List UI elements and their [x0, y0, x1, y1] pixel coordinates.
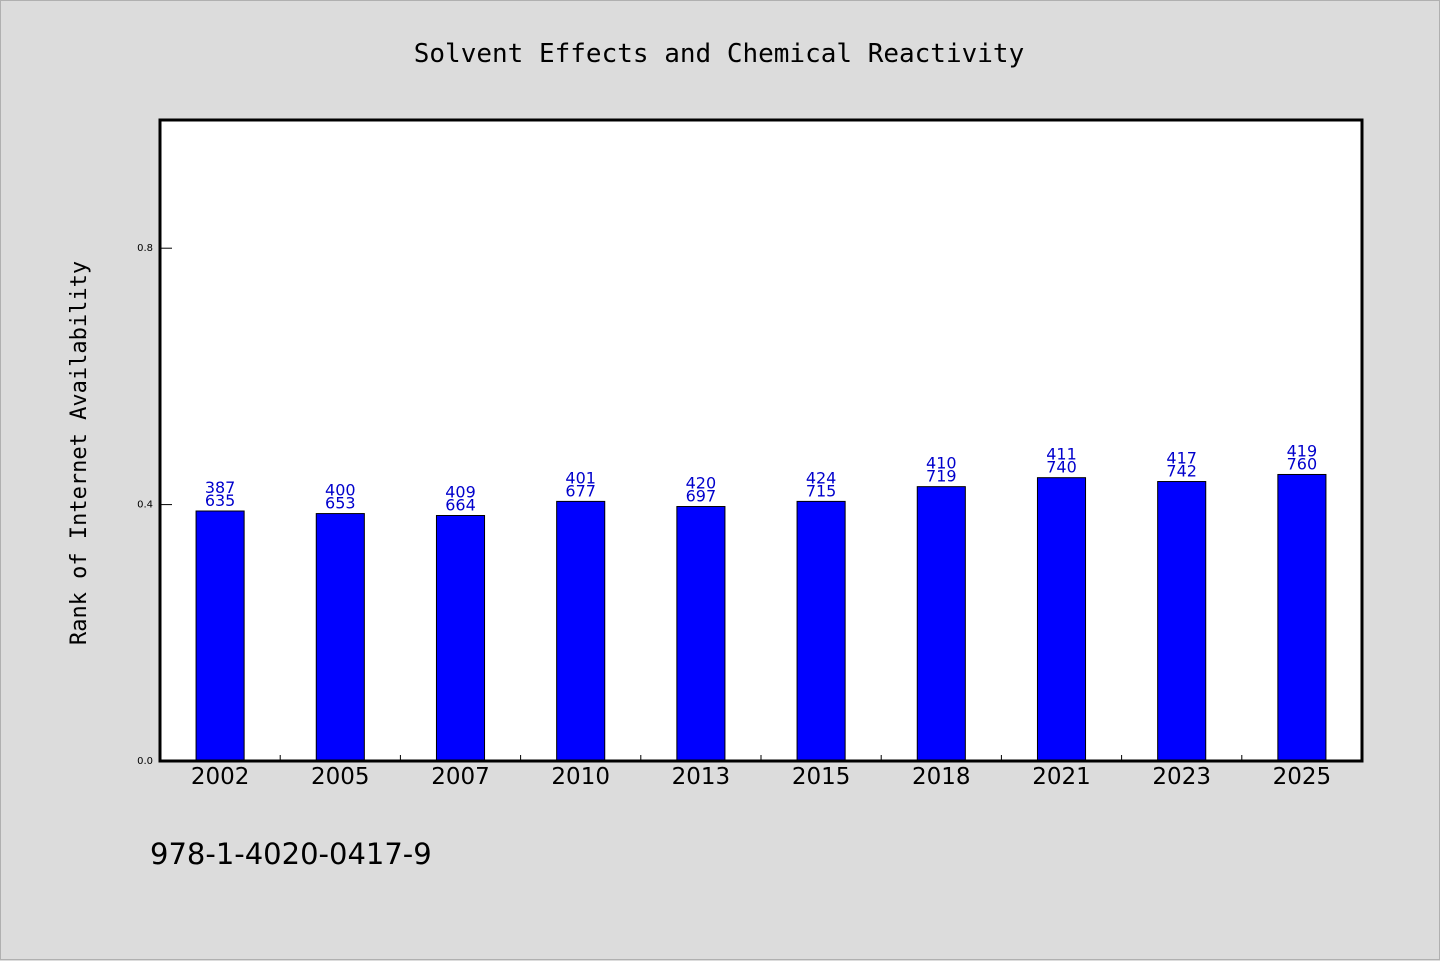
x-tick-label: 2013	[672, 764, 731, 790]
y-tick-label: 0.4	[137, 500, 153, 511]
bar-2025	[1277, 473, 1327, 762]
y-tick-label: 0.8	[137, 243, 153, 254]
x-tick-label: 2015	[792, 764, 851, 790]
plot-border	[158, 118, 1364, 763]
x-tick-label: 2023	[1152, 764, 1211, 790]
data-label-top: 409	[445, 482, 476, 501]
bar-2002	[195, 510, 245, 762]
data-label-bottom: 677	[565, 481, 596, 500]
bar-2018	[916, 486, 966, 762]
x-tick-label: 2025	[1273, 764, 1332, 790]
data-label-bottom: 653	[325, 494, 356, 513]
data-label-top: 387	[205, 478, 236, 497]
data-label-top: 401	[565, 468, 596, 487]
data-label-bottom: 719	[926, 467, 957, 486]
data-label-top: 419	[1287, 441, 1318, 460]
x-axis: 2002 2005 2007 2010 2013 2015 2018 2021 2023 2025	[191, 755, 1331, 790]
bar-2013	[676, 506, 726, 762]
data-label-top: 420	[686, 474, 717, 493]
x-tick-label: 2002	[191, 764, 250, 790]
chart-title: Solvent Effects and Chemical Reactivity	[414, 39, 1024, 69]
x-tick-label: 2005	[311, 764, 370, 790]
isbn-footer: 978-1-4020-0417-9	[150, 837, 432, 871]
data-label-top: 410	[926, 454, 957, 473]
bar-2021	[1036, 477, 1087, 762]
x-tick-label: 2018	[912, 764, 971, 790]
data-label-bottom: 760	[1287, 454, 1318, 473]
y-tick-label: 0.0	[137, 756, 153, 767]
bars-layer	[195, 473, 1327, 762]
data-label-bottom: 715	[806, 481, 837, 500]
x-tick-label: 2021	[1032, 764, 1091, 790]
data-label-top: 411	[1046, 445, 1077, 464]
data-label-bottom: 664	[445, 495, 476, 514]
bar-2005	[315, 513, 365, 762]
y-axis-label: Rank of Internet Availability	[67, 261, 92, 645]
x-tick-label: 2007	[431, 764, 490, 790]
bar-2010	[556, 500, 606, 762]
data-label-bottom: 635	[205, 491, 236, 510]
data-label-top: 417	[1166, 449, 1197, 468]
data-label-top: 400	[325, 481, 356, 500]
data-label-bottom: 742	[1166, 462, 1197, 481]
bar-2007	[435, 514, 486, 762]
data-label-top: 424	[806, 468, 837, 487]
x-tick-label: 2010	[551, 764, 610, 790]
bar-2023	[1157, 481, 1207, 762]
data-label-bottom: 740	[1046, 458, 1077, 477]
data-label-bottom: 697	[686, 487, 717, 506]
bar-2015	[796, 500, 846, 762]
